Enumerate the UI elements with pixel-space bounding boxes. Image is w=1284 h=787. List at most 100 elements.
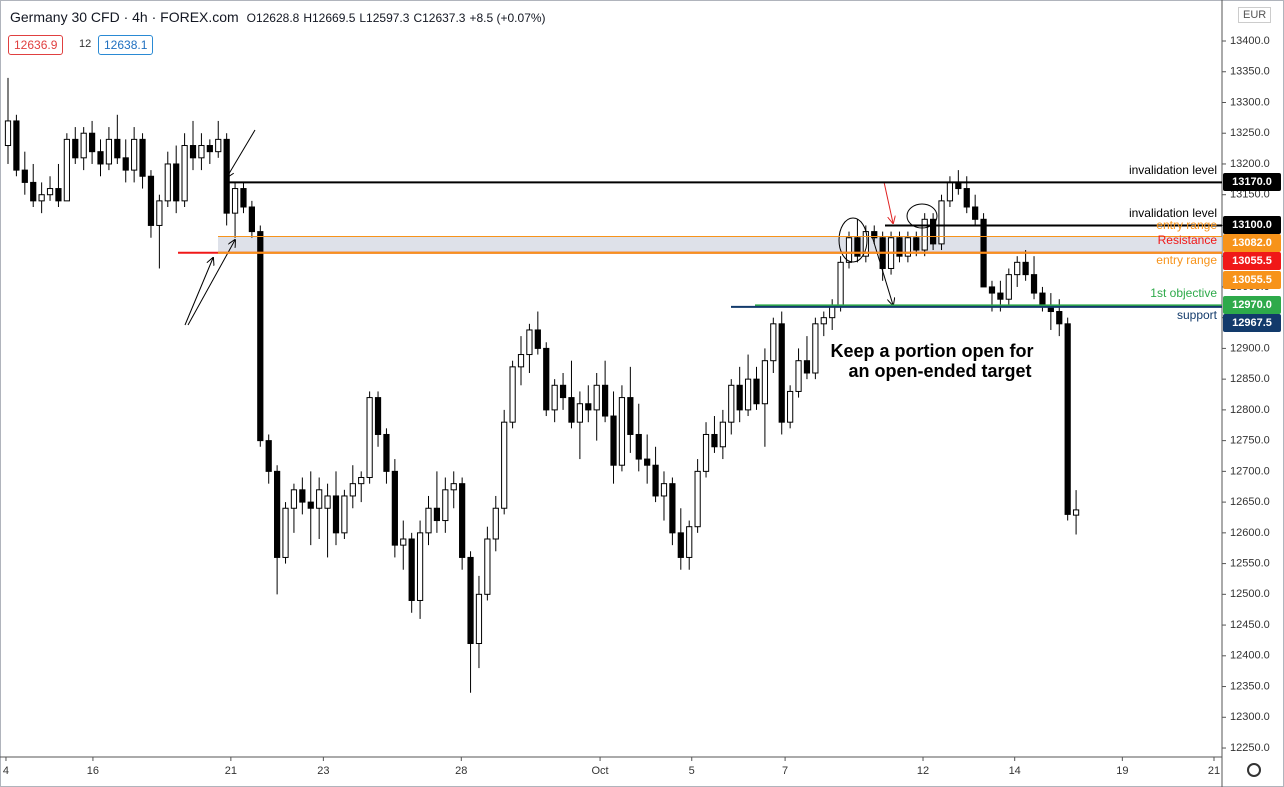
candle-body — [997, 292, 1004, 300]
candle-body — [265, 440, 272, 472]
candle-body — [299, 489, 306, 503]
candle-body — [820, 317, 827, 325]
candle-body — [988, 286, 996, 294]
candle-body — [408, 538, 415, 601]
y-tick-label: 12250.0 — [1230, 742, 1270, 754]
candle-body — [753, 378, 760, 405]
candle-body — [635, 433, 642, 460]
bid[interactable]: 12636.9 — [8, 35, 64, 55]
arrow — [184, 258, 213, 326]
x-tick-label: 21 — [225, 765, 237, 777]
candle-body — [416, 532, 424, 601]
candle-body — [576, 403, 583, 423]
level-value-label: 12970.0 — [1232, 299, 1272, 311]
candle-body — [425, 507, 432, 534]
level-box — [1223, 252, 1281, 270]
y-tick-label: 12350.0 — [1230, 680, 1270, 692]
candle-body — [551, 384, 558, 411]
candle-body — [610, 415, 617, 466]
candle-body — [147, 175, 155, 226]
candle-body — [845, 237, 853, 263]
candle-body — [795, 360, 802, 392]
candle-body — [694, 470, 701, 528]
candle-body — [627, 397, 634, 435]
candle-body — [1005, 274, 1012, 300]
candle-body — [164, 163, 171, 202]
level-box — [1223, 296, 1281, 314]
candle-body — [938, 200, 945, 245]
candle-body — [963, 188, 970, 208]
y-tick-label: 12600.0 — [1230, 527, 1270, 539]
candle-body — [231, 188, 239, 214]
y-tick-label: 12550.0 — [1230, 557, 1270, 569]
settings-icon[interactable] — [1247, 763, 1261, 777]
candle-body — [105, 138, 113, 165]
currency[interactable]: EUR — [1238, 7, 1272, 23]
level-box — [1223, 173, 1281, 191]
candle-body — [80, 132, 87, 159]
candle-body — [4, 120, 12, 147]
y-tick-label: 13400.0 — [1230, 35, 1270, 47]
candle-body — [383, 433, 390, 472]
candle-body — [896, 237, 903, 257]
candle-body — [1064, 323, 1071, 515]
candle-body — [602, 384, 609, 417]
candle-body — [761, 360, 769, 405]
level-label: invalidation level — [1129, 163, 1217, 177]
close: C12637.3 — [413, 11, 466, 25]
y-tick-label: 12450.0 — [1230, 619, 1270, 631]
y-tick-label: 13300.0 — [1230, 96, 1270, 108]
candle-body — [559, 384, 567, 399]
candle-body — [585, 403, 592, 411]
annotation: an open-ended target — [848, 361, 1031, 381]
x-tick-label: 14 — [1009, 765, 1021, 777]
level-box — [1223, 271, 1281, 289]
y-tick-label: 13250.0 — [1230, 127, 1270, 139]
level-label: entry range — [1156, 253, 1217, 267]
candle-body — [1039, 292, 1046, 306]
level-box — [1223, 216, 1281, 234]
candle-body — [131, 138, 138, 171]
x-tick-label: Oct — [592, 765, 609, 777]
candle-body — [677, 532, 684, 558]
x-tick-label: 5 — [689, 765, 695, 777]
candle-body — [736, 384, 743, 411]
x-tick-label: 21 — [1208, 765, 1220, 777]
x-tick-label: 23 — [317, 765, 329, 777]
candle-body — [274, 470, 281, 558]
candle-body — [854, 237, 861, 257]
candle-body — [728, 384, 735, 423]
candle-body — [366, 397, 373, 479]
candle-body — [1056, 311, 1063, 325]
candle-body — [921, 218, 928, 251]
candle-body — [812, 323, 819, 374]
candle-body — [1022, 261, 1029, 276]
candle-body — [543, 347, 550, 411]
candle-body — [913, 237, 920, 251]
ask[interactable]: 12638.1 — [98, 35, 154, 55]
candle-body — [391, 470, 398, 546]
candle-body — [240, 188, 247, 208]
candle-body — [501, 421, 508, 509]
level-box — [1223, 234, 1281, 252]
candle-body — [871, 231, 878, 239]
y-tick-label: 13350.0 — [1230, 66, 1270, 78]
candle-body — [21, 169, 28, 183]
y-tick-label: 12400.0 — [1230, 650, 1270, 662]
candle-body — [660, 483, 668, 497]
candle-body — [467, 556, 474, 645]
arrow — [871, 235, 893, 305]
candle-body — [97, 151, 104, 165]
y-tick-label: 12900.0 — [1230, 342, 1270, 354]
change: +8.5 (+0.07%) — [469, 11, 546, 25]
candle-body — [702, 433, 710, 472]
candle-body — [215, 138, 222, 153]
level-label: support — [1177, 308, 1218, 322]
x-tick-label: 12 — [917, 765, 929, 777]
candle-body — [450, 483, 457, 491]
y-tick-label: 12800.0 — [1230, 404, 1270, 416]
ellipse — [906, 203, 938, 229]
candle-body — [744, 378, 752, 411]
candle-body — [652, 464, 659, 497]
